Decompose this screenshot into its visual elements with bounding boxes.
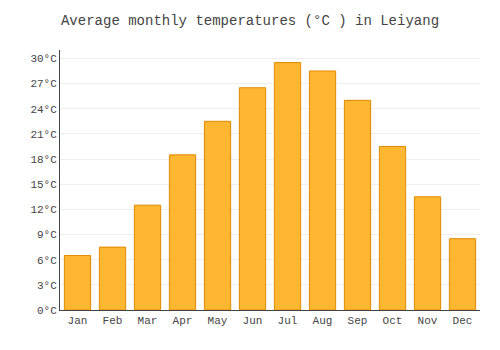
svg-text:Oct: Oct bbox=[383, 315, 403, 327]
svg-text:18°C: 18°C bbox=[30, 154, 57, 166]
svg-text:3°C: 3°C bbox=[37, 280, 57, 292]
svg-text:15°C: 15°C bbox=[30, 179, 57, 191]
svg-text:Jun: Jun bbox=[243, 315, 263, 327]
svg-text:Dec: Dec bbox=[453, 315, 473, 327]
svg-text:Sep: Sep bbox=[348, 315, 368, 327]
svg-text:Jul: Jul bbox=[278, 315, 298, 327]
svg-text:30°C: 30°C bbox=[30, 53, 57, 65]
svg-text:Apr: Apr bbox=[173, 315, 193, 327]
svg-text:24°C: 24°C bbox=[30, 104, 57, 116]
svg-text:Aug: Aug bbox=[313, 315, 333, 327]
svg-text:Mar: Mar bbox=[138, 315, 158, 327]
svg-text:Jan: Jan bbox=[68, 315, 88, 327]
svg-text:21°C: 21°C bbox=[30, 129, 57, 141]
svg-text:Average monthly temperatures (: Average monthly temperatures (°C ) in Le… bbox=[61, 13, 439, 29]
svg-text:Feb: Feb bbox=[103, 315, 123, 327]
svg-text:0°C: 0°C bbox=[37, 305, 57, 317]
svg-text:9°C: 9°C bbox=[37, 229, 57, 241]
svg-text:6°C: 6°C bbox=[37, 255, 57, 267]
svg-text:May: May bbox=[208, 315, 228, 327]
svg-text:27°C: 27°C bbox=[30, 78, 57, 90]
svg-text:Nov: Nov bbox=[418, 315, 438, 327]
svg-text:12°C: 12°C bbox=[30, 204, 57, 216]
